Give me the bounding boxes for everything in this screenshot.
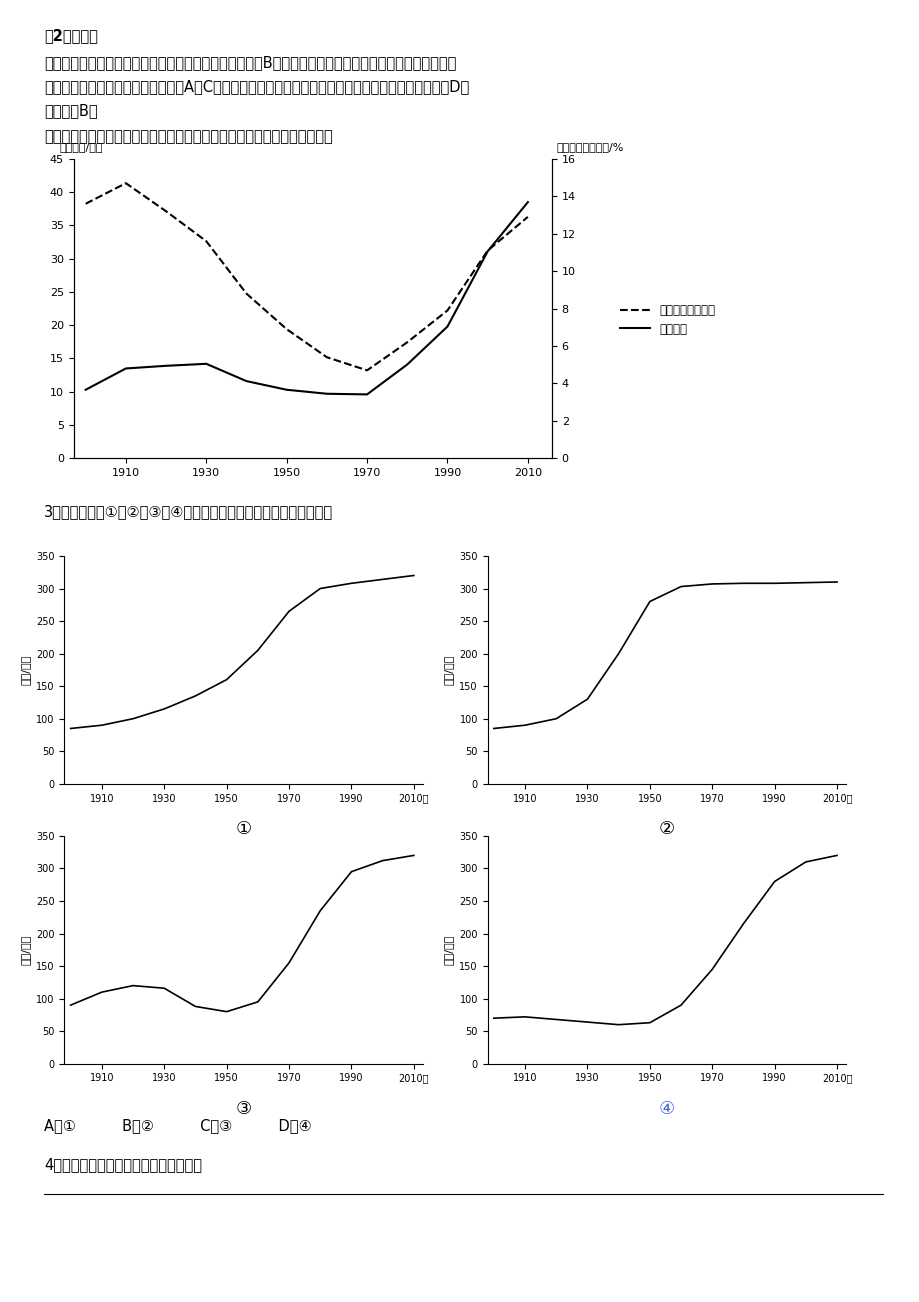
- Text: ①: ①: [235, 820, 252, 838]
- Text: 下图显示某国移民人数及其占总人口比例的变化。读下图，完成下列各题。: 下图显示某国移民人数及其占总人口比例的变化。读下图，完成下列各题。: [44, 129, 333, 145]
- Text: 4．该国人口自然增长数量最多的时段为: 4．该国人口自然增长数量最多的时段为: [44, 1157, 202, 1173]
- Text: 移民占总人口比例/%: 移民占总人口比例/%: [556, 142, 623, 152]
- Y-axis label: 人数/百万: 人数/百万: [443, 935, 453, 965]
- Y-axis label: 人数/百万: 人数/百万: [443, 655, 453, 685]
- Text: 未能直接表示出各国总人口的变动，A、C错误。潜在支持比不断下降的主要原因是社会生产力的发展，D错: 未能直接表示出各国总人口的变动，A、C错误。潜在支持比不断下降的主要原因是社会生…: [44, 79, 469, 95]
- Y-axis label: 人数/百万: 人数/百万: [20, 655, 30, 685]
- Text: ④: ④: [658, 1100, 675, 1118]
- Y-axis label: 人数/百万: 人数/百万: [20, 935, 30, 965]
- Text: A．①          B．②          C．③          D．④: A．① B．② C．③ D．④: [44, 1118, 312, 1134]
- Text: 误。故选B。: 误。故选B。: [44, 103, 97, 118]
- Legend: 移民占总人口比例, 移民人数: 移民占总人口比例, 移民人数: [615, 299, 719, 341]
- Text: 2题详解、: 2题详解、: [44, 29, 98, 44]
- Text: 日本人口潜在支持比低，老年人口比重大，养老负担重，B正确。图示显示的是青壮年与老年人口的比例，: 日本人口潜在支持比低，老年人口比重大，养老负担重，B正确。图示显示的是青壮年与老…: [44, 55, 456, 70]
- Text: ③: ③: [235, 1100, 252, 1118]
- Text: 3．下图所示的①、②、③、④四幅图中，符合该国人口增长特点的是: 3．下图所示的①、②、③、④四幅图中，符合该国人口增长特点的是: [44, 504, 333, 519]
- Text: 移民人数/百万: 移民人数/百万: [60, 142, 103, 152]
- Text: ②: ②: [658, 820, 675, 838]
